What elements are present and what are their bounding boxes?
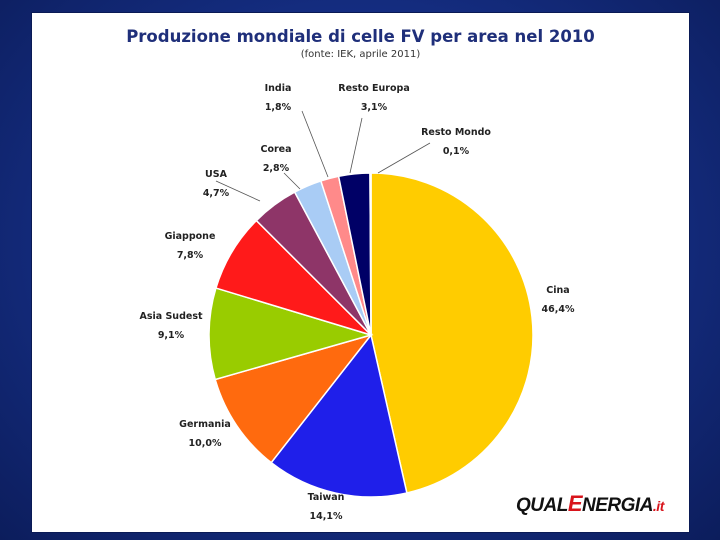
leader-line-india — [301, 110, 329, 178]
slice-name-asia-sudest: Asia Sudest — [139, 311, 202, 322]
slice-name-taiwan: Taiwan — [308, 492, 345, 503]
slice-value-asia-sudest: 9,1% — [158, 330, 185, 341]
slice-name-india: India — [265, 83, 292, 94]
slice-value-cina: 46,4% — [542, 304, 575, 315]
pie-slice-germania — [214, 333, 374, 464]
slice-name-resto-mondo: Resto Mondo — [421, 127, 491, 138]
leader-line-corea — [283, 172, 301, 190]
slice-value-india: 1,8% — [265, 102, 292, 113]
slice-name-corea: Corea — [260, 144, 291, 155]
pie-chart: Cina 46,4% Taiwan 14,1% Germania 10,0% Asia Su… — [139, 83, 575, 522]
leader-line-resto-europa — [349, 117, 363, 174]
chart-slide: Produzione mondiale di celle FV per area… — [32, 13, 689, 532]
slice-value-taiwan: 14,1% — [310, 511, 343, 522]
slice-name-usa: USA — [205, 169, 228, 180]
chart-title: Produzione mondiale di celle FV per area… — [126, 27, 595, 46]
slice-name-resto-europa: Resto Europa — [338, 83, 409, 94]
leader-line-usa — [215, 180, 261, 202]
chart-subtitle: (fonte: IEK, aprile 2011) — [300, 49, 421, 60]
pie-slice-taiwan — [270, 333, 408, 498]
slice-name-giappone: Giappone — [165, 231, 216, 242]
pie-slice-asia-sudest — [208, 287, 374, 381]
slice-name-cina: Cina — [546, 285, 569, 296]
leader-line-resto-mondo — [377, 142, 431, 174]
slice-value-corea: 2,8% — [263, 163, 290, 174]
slice-name-germania: Germania — [179, 419, 231, 430]
pie-slice-resto-mondo — [369, 172, 372, 336]
slice-value-usa: 4,7% — [203, 188, 230, 199]
slice-value-resto-europa: 3,1% — [361, 102, 388, 113]
slice-value-giappone: 7,8% — [177, 250, 204, 261]
slice-value-germania: 10,0% — [189, 438, 222, 449]
qualenergia-logo: QUALENERGIA.it — [516, 491, 664, 516]
slice-value-resto-mondo: 0,1% — [443, 146, 470, 157]
pie-slice-cina — [370, 172, 534, 494]
